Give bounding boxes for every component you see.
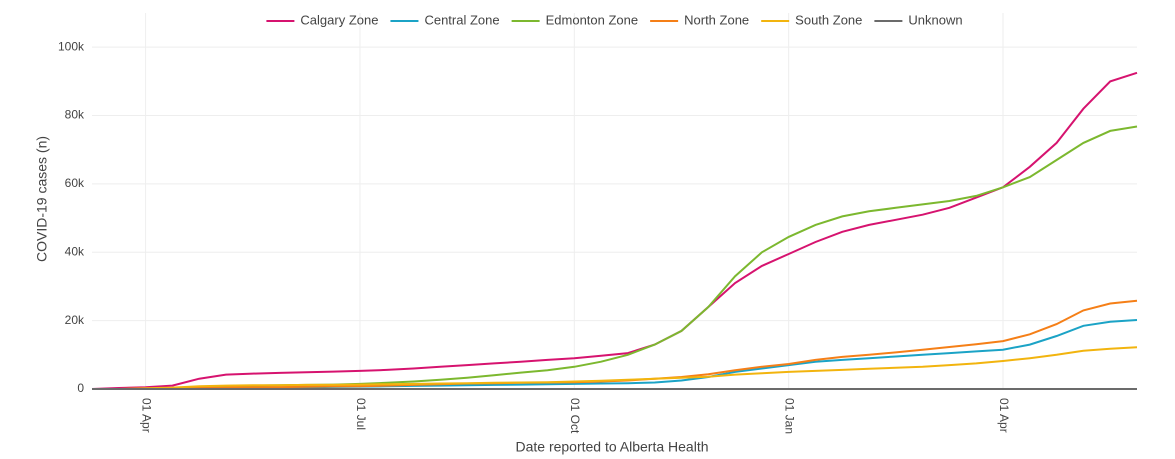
x-tick-label: 01 Oct [568, 398, 582, 434]
series-line [92, 125, 1138, 390]
x-tick-label: 01 Apr [997, 398, 1011, 433]
legend-label: North Zone [684, 12, 749, 27]
legend-label: Unknown [908, 12, 962, 27]
legend-label: South Zone [795, 12, 862, 27]
legend-label: Edmonton Zone [546, 12, 639, 27]
y-tick-label: 0 [77, 381, 84, 395]
x-tick-label: 01 Apr [139, 398, 153, 433]
legend: Calgary Zone Central Zone Edmonton Zone Nor… [266, 12, 963, 27]
y-tick-label: 80k [65, 108, 85, 122]
x-tick-label: 01 Jul [354, 398, 368, 430]
y-axis-title: COVID-19 cases (n) [34, 136, 50, 262]
y-tick-label: 60k [65, 176, 85, 190]
series-line [92, 346, 1138, 390]
y-tick-label: 20k [65, 313, 85, 327]
series-line [92, 299, 1138, 390]
y-tick-label: 40k [65, 244, 85, 258]
x-tick-label: 01 Jan [782, 398, 796, 434]
x-axis-title: Date reported to Alberta Health [515, 439, 708, 455]
series-line [91, 71, 1138, 390]
y-tick-label: 100k [58, 39, 85, 53]
legend-label: Calgary Zone [300, 12, 378, 27]
legend-label: Central Zone [424, 12, 499, 27]
